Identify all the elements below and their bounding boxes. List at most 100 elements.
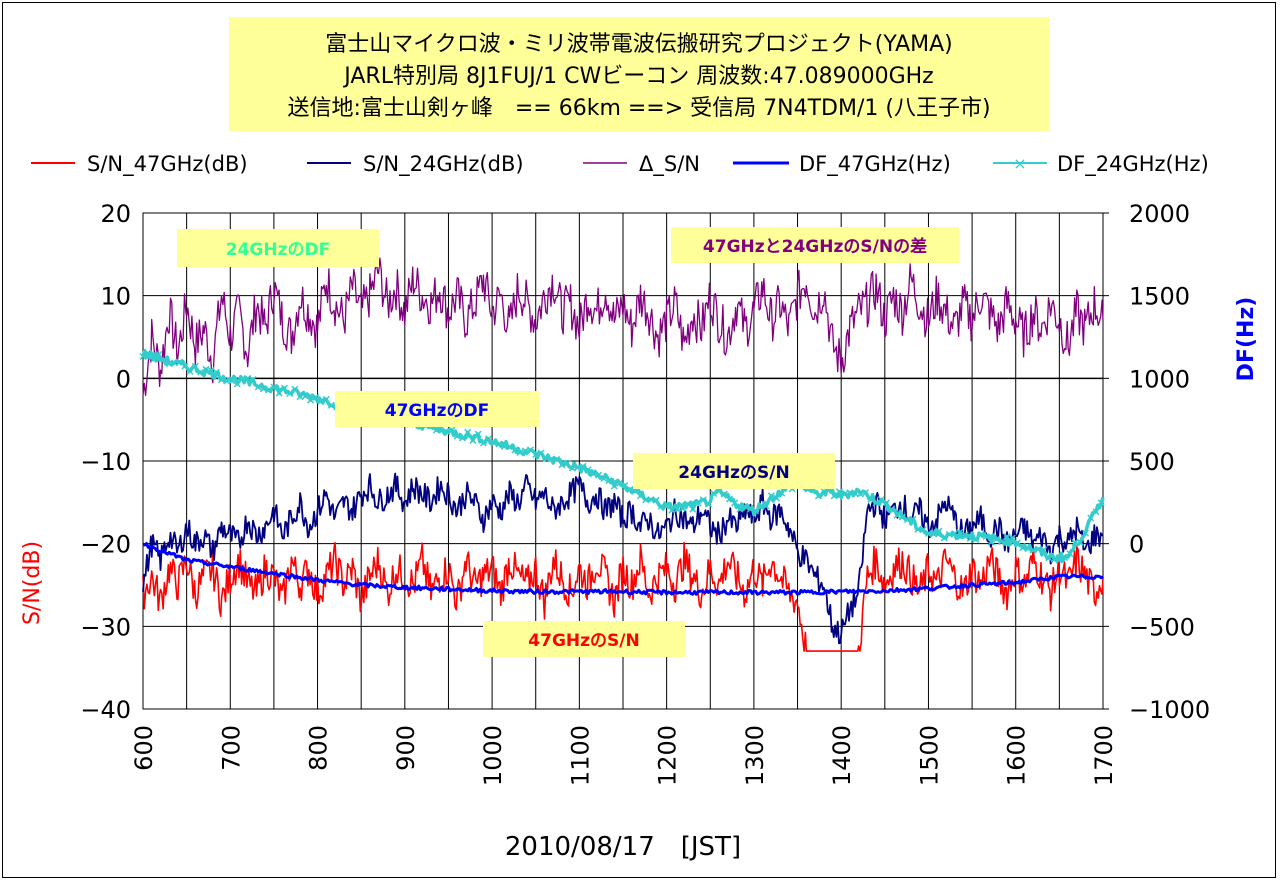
series-marker (1087, 514, 1095, 522)
series-marker (752, 507, 760, 515)
x-tick-label: 1500 (915, 725, 943, 786)
series-marker (961, 531, 969, 539)
x-tick-label: 1200 (654, 725, 682, 786)
annotation-box-diff (671, 227, 959, 263)
series-marker (558, 461, 566, 469)
series-marker (312, 393, 320, 401)
series-marker (767, 492, 775, 500)
x-axis-title: 2010/08/17 [JST] (505, 832, 741, 862)
x-tick-label: 1700 (1090, 725, 1118, 786)
series-marker (757, 503, 765, 511)
series-marker (1019, 544, 1027, 552)
series-marker (155, 350, 163, 358)
series-marker (883, 499, 891, 507)
series-marker (244, 374, 252, 382)
legend-label-sn47: S/N_47GHz(dB) (87, 152, 248, 177)
series-marker (532, 451, 540, 459)
series-marker (301, 392, 309, 400)
series-marker (877, 496, 885, 504)
annotation-diff: 47GHzと24GHzのS/Nの差 (703, 236, 927, 257)
series-marker (1040, 546, 1048, 554)
series-marker (249, 376, 257, 384)
series-marker (684, 500, 692, 508)
series-marker (668, 506, 676, 514)
series-marker (663, 502, 671, 510)
x-tick-label: 1400 (828, 725, 856, 786)
series-marker (951, 530, 959, 538)
y-left-axis-title: S/N(dB) (20, 541, 45, 625)
series-marker (443, 428, 451, 436)
y-right-axis-title: DF(Hz) (1234, 297, 1259, 382)
series-marker (464, 428, 472, 436)
series-marker (605, 477, 613, 485)
series-marker (589, 470, 597, 478)
y-right-tick-label: −500 (1129, 613, 1195, 641)
series-marker (1045, 554, 1053, 562)
series-marker (835, 488, 843, 496)
annotation-box-df24 (177, 229, 379, 267)
title-line-3: 送信地:富士山剣ヶ峰 == 66km ==> 受信局 7N4TDM/1 (八王子… (287, 96, 990, 121)
annotations: 24GHzのDF 47GHzと24GHzのS/Nの差 47GHzのDF 24GH… (177, 227, 959, 657)
series-marker (610, 482, 618, 490)
y-left-tick-label: 10 (100, 283, 131, 311)
x-tick-label: 1600 (1003, 725, 1031, 786)
series-marker (495, 440, 503, 448)
series-marker (977, 531, 985, 539)
series-marker (170, 359, 178, 367)
series-marker (458, 434, 466, 442)
series-marker (972, 535, 980, 544)
series-marker (218, 376, 226, 384)
y-right-tick-label: 500 (1129, 448, 1175, 476)
series-marker (841, 490, 849, 498)
series-marker (511, 446, 519, 454)
series-marker (254, 383, 262, 391)
series-marker (725, 495, 734, 503)
series-marker (621, 481, 629, 490)
series-line (142, 542, 1104, 596)
x-tick-label: 700 (217, 725, 245, 771)
series-marker (1071, 538, 1079, 547)
series-marker (741, 503, 749, 511)
x-tick-label: 600 (130, 725, 158, 771)
series-marker (270, 383, 278, 391)
series-marker (820, 487, 828, 495)
series-marker (207, 366, 215, 374)
y-left-tick-label: −20 (80, 531, 131, 559)
series-marker (280, 384, 288, 392)
series-marker (1055, 556, 1063, 564)
series-marker (453, 432, 461, 440)
series-marker (1061, 554, 1069, 562)
legend-label-dsn: Δ_S/N (639, 152, 700, 177)
series-marker (909, 515, 917, 523)
series-marker (595, 471, 603, 479)
series-marker (144, 349, 152, 357)
series-marker (160, 356, 168, 364)
series-marker (1013, 539, 1022, 547)
y-right-tick-label: 1500 (1129, 283, 1190, 311)
x-tick-label: 1000 (479, 725, 507, 786)
series-line (142, 257, 1104, 396)
series-marker (615, 479, 624, 487)
legend-marker-df24: × (1013, 154, 1026, 173)
series-marker (275, 389, 283, 397)
series-marker (710, 490, 718, 498)
series-marker (1034, 545, 1042, 553)
y-left-tick-label: −40 (80, 696, 131, 724)
annotation-box-df47 (335, 391, 539, 427)
series-marker (636, 492, 644, 500)
series-marker (212, 368, 220, 376)
series-marker (992, 535, 1001, 543)
series-marker (506, 443, 514, 451)
title-box-bg (229, 17, 1049, 131)
series-marker (1050, 555, 1058, 563)
legend-label-sn24: S/N_24GHz(dB) (363, 152, 524, 177)
y-left-tick-label: 0 (116, 365, 131, 393)
series-marker (1029, 546, 1037, 554)
x-tick-label: 1100 (566, 725, 594, 786)
annotation-df47: 47GHzのDF (385, 401, 489, 421)
title-line-1: 富士山マイクロ波・ミリ波帯電波伝搬研究プロジェクト(YAMA) (325, 32, 953, 57)
series-marker (919, 526, 927, 534)
series-marker (657, 502, 665, 510)
x-tick-label: 900 (392, 725, 420, 771)
